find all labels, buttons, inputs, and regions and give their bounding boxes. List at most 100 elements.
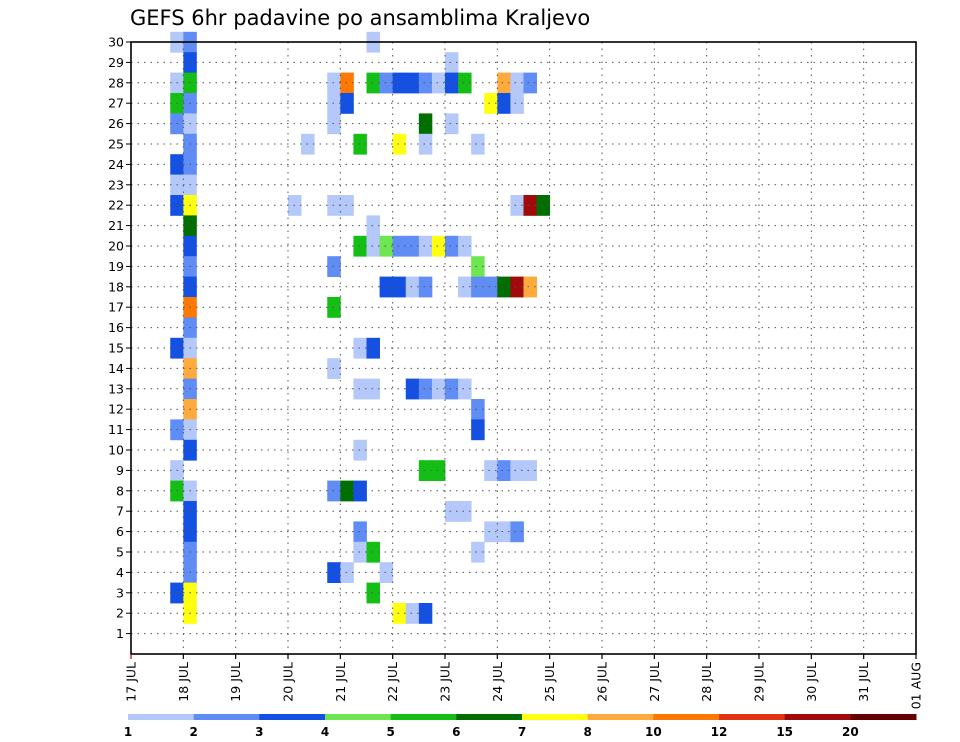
x-tick-label: 26 JUL	[595, 662, 610, 702]
legend-swatch	[587, 714, 654, 720]
legend-swatch	[653, 714, 720, 720]
precip-cell	[340, 93, 354, 114]
precip-cell	[353, 378, 367, 400]
x-tick-label: 21 JUL	[333, 662, 348, 702]
precip-cell	[418, 133, 433, 155]
y-tick-label: 12	[108, 402, 124, 417]
x-tick-label: 31 JUL	[856, 662, 871, 702]
legend-label: 1	[124, 725, 132, 739]
precip-cell	[366, 215, 380, 237]
y-axis: 1234567891011121314151617181920212223242…	[108, 35, 131, 641]
legend-swatch	[128, 714, 195, 720]
legend-label: 4	[321, 725, 329, 739]
precip-cell	[405, 72, 420, 94]
legend-label: 7	[518, 725, 526, 739]
legend-label: 6	[452, 725, 460, 739]
y-tick-label: 30	[108, 35, 124, 50]
color-legend: 1 2 3 4 5 6 7 8 10 12 15 20	[124, 714, 917, 739]
y-tick-label: 26	[108, 116, 124, 131]
y-tick-label: 8	[116, 483, 124, 498]
data-cells	[170, 31, 551, 624]
y-tick-label: 13	[108, 381, 124, 396]
precip-cell	[445, 378, 459, 400]
legend-swatch	[456, 714, 523, 720]
y-tick-label: 5	[116, 545, 124, 560]
y-tick-label: 21	[108, 218, 124, 233]
x-tick-label: 29 JUL	[752, 662, 767, 702]
precip-cell	[340, 480, 354, 502]
legend-swatch	[850, 714, 917, 720]
precip-cell	[458, 501, 472, 522]
precip-cell	[458, 72, 472, 94]
precip-cell	[366, 235, 380, 257]
precip-cell	[445, 72, 459, 94]
x-tick-label: 30 JUL	[804, 662, 819, 702]
precip-cell	[366, 582, 380, 604]
legend-label: 5	[386, 725, 394, 739]
precip-cell	[497, 521, 511, 543]
legend-label: 15	[776, 725, 793, 739]
precip-cell	[366, 378, 380, 400]
precip-cell	[536, 195, 551, 216]
y-tick-label: 29	[108, 55, 124, 70]
precip-cell	[484, 93, 498, 114]
precip-cell	[510, 195, 524, 216]
y-tick-label: 4	[116, 565, 124, 580]
precip-cell	[471, 399, 485, 420]
x-tick-label: 25 JUL	[542, 662, 557, 702]
y-tick-label: 24	[108, 157, 124, 172]
precip-cell	[458, 276, 472, 298]
precip-cell	[497, 93, 511, 114]
precip-cell	[497, 460, 511, 481]
precip-cell	[510, 521, 524, 543]
x-tick-label: 01 AUG	[909, 662, 924, 709]
precip-cell	[418, 235, 433, 257]
y-tick-label: 22	[108, 198, 124, 213]
grid-lines	[131, 41, 916, 654]
legend-swatch	[390, 714, 457, 720]
y-tick-label: 1	[116, 626, 124, 641]
y-tick-label: 27	[108, 96, 124, 111]
precip-cell	[484, 521, 498, 543]
y-tick-label: 20	[108, 239, 124, 254]
x-tick-label: 28 JUL	[699, 662, 714, 702]
precip-cell	[340, 195, 354, 216]
precip-cell	[353, 337, 367, 359]
y-tick-label: 23	[108, 177, 124, 192]
x-tick-label: 20 JUL	[281, 662, 296, 702]
x-tick-label: 18 JUL	[176, 662, 191, 702]
precip-cell	[484, 460, 498, 481]
precip-cell	[445, 113, 459, 135]
precip-cell	[353, 439, 367, 461]
y-tick-label: 28	[108, 75, 124, 90]
precip-cell	[379, 72, 394, 94]
y-tick-label: 25	[108, 137, 124, 152]
precip-cell	[497, 276, 511, 298]
y-tick-label: 7	[116, 504, 124, 519]
precip-cell	[431, 235, 446, 257]
y-tick-label: 2	[116, 606, 124, 621]
y-tick-label: 3	[116, 585, 124, 600]
precip-cell	[471, 256, 485, 277]
precip-cell	[340, 562, 354, 583]
precip-cell	[379, 235, 394, 257]
precip-cell	[458, 235, 472, 257]
y-tick-label: 11	[108, 422, 124, 437]
precip-cell	[366, 337, 380, 359]
precip-cell	[431, 378, 446, 400]
precip-cell	[523, 460, 537, 481]
legend-label: 20	[842, 725, 859, 739]
precip-cell	[510, 460, 524, 481]
legend-label: 12	[711, 725, 728, 739]
precip-cell	[392, 133, 407, 155]
y-tick-label: 14	[108, 361, 124, 376]
precip-cell	[405, 603, 420, 624]
precip-cell	[445, 52, 459, 73]
precip-cell	[353, 480, 367, 502]
legend-swatch	[522, 714, 589, 720]
precip-cell	[418, 72, 433, 94]
legend-swatch	[325, 714, 392, 720]
precip-cell	[340, 72, 354, 94]
x-tick-label: 19 JUL	[228, 662, 243, 702]
precip-cell	[510, 93, 524, 114]
